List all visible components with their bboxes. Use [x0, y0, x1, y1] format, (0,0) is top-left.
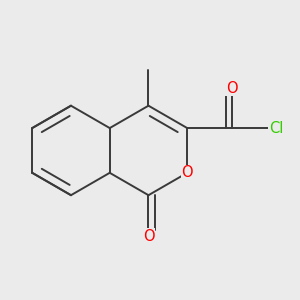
Text: O: O — [143, 229, 154, 244]
Text: O: O — [226, 80, 238, 95]
Text: O: O — [182, 165, 193, 180]
Text: Cl: Cl — [269, 121, 283, 136]
